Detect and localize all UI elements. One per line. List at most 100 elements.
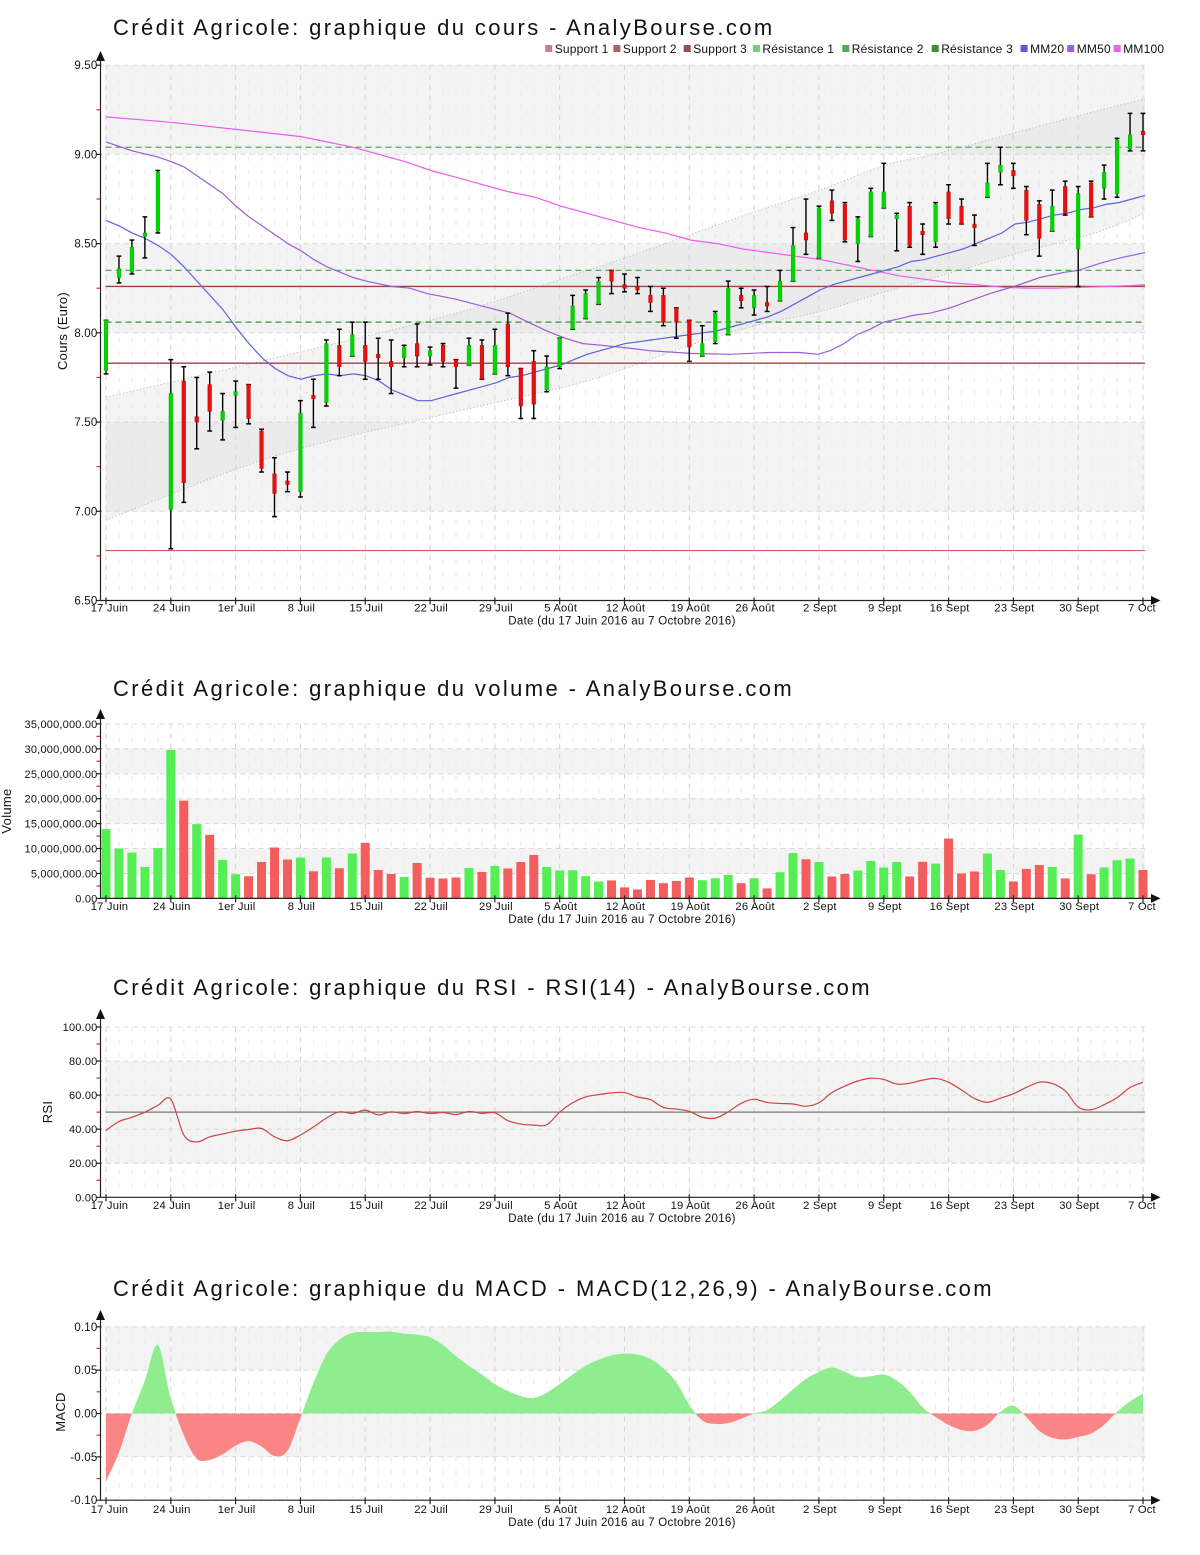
svg-text:26 Août: 26 Août [735,901,775,913]
svg-text:8 Juil: 8 Juil [288,901,315,913]
svg-text:26 Août: 26 Août [735,1200,775,1212]
svg-text:35,000,000.00: 35,000,000.00 [25,719,98,731]
svg-text:-0.10: -0.10 [70,1495,97,1507]
svg-text:RSI: RSI [40,1101,55,1124]
svg-text:Date (du 17 Juin 2016 au 7 Oct: Date (du 17 Juin 2016 au 7 Octobre 2016) [508,1517,735,1529]
svg-text:9 Sept: 9 Sept [868,1504,902,1516]
svg-text:16 Sept: 16 Sept [930,1504,971,1516]
svg-text:Crédit Agricole: graphique du: Crédit Agricole: graphique du cours - An… [113,15,775,40]
svg-text:7.00: 7.00 [74,506,97,518]
svg-text:9.00: 9.00 [74,149,97,161]
svg-text:16 Sept: 16 Sept [930,1200,971,1212]
svg-text:15 Juil: 15 Juil [349,603,383,615]
svg-text:Date (du 17 Juin 2016 au 7 Oct: Date (du 17 Juin 2016 au 7 Octobre 2016) [508,914,735,926]
svg-text:8.00: 8.00 [74,328,97,340]
svg-text:15 Juil: 15 Juil [349,1200,383,1212]
svg-text:Volume: Volume [0,788,14,833]
svg-text:0.10: 0.10 [74,1322,97,1334]
svg-text:9 Sept: 9 Sept [868,901,902,913]
svg-text:17 Juin: 17 Juin [91,901,128,913]
svg-text:5 Août: 5 Août [544,603,578,615]
svg-text:5 Août: 5 Août [544,1504,578,1516]
svg-text:20.00: 20.00 [69,1158,98,1170]
svg-text:24 Juin: 24 Juin [153,1200,190,1212]
svg-text:Support 1: Support 1 [555,42,609,56]
svg-text:9.50: 9.50 [74,60,97,72]
svg-text:7 Oct: 7 Oct [1128,1200,1156,1212]
svg-text:80.00: 80.00 [69,1056,98,1068]
svg-text:5 Août: 5 Août [544,1200,578,1212]
svg-text:0.05: 0.05 [74,1365,97,1377]
svg-text:22 Juil: 22 Juil [414,901,448,913]
svg-text:30 Sept: 30 Sept [1059,1200,1100,1212]
svg-text:2 Sept: 2 Sept [803,1504,837,1516]
svg-text:6.50: 6.50 [74,596,97,608]
svg-text:12 Août: 12 Août [606,1504,646,1516]
svg-text:23 Sept: 23 Sept [994,901,1035,913]
svg-text:Résistance 2: Résistance 2 [852,42,924,56]
svg-text:7.50: 7.50 [74,417,97,429]
svg-text:16 Sept: 16 Sept [930,901,971,913]
svg-text:60.00: 60.00 [69,1090,98,1102]
svg-text:15 Juil: 15 Juil [349,1504,383,1516]
svg-text:0.00: 0.00 [74,1409,97,1421]
svg-text:30 Sept: 30 Sept [1059,603,1100,615]
svg-text:29 Juil: 29 Juil [479,1504,513,1516]
svg-text:MM50: MM50 [1077,42,1111,56]
svg-text:2 Sept: 2 Sept [803,901,837,913]
svg-text:8 Juil: 8 Juil [288,603,315,615]
svg-text:23 Sept: 23 Sept [994,1200,1035,1212]
svg-text:25,000,000.00: 25,000,000.00 [25,769,98,781]
svg-text:22 Juil: 22 Juil [414,1504,448,1516]
svg-text:7 Oct: 7 Oct [1128,901,1156,913]
svg-text:8.50: 8.50 [74,239,97,251]
svg-text:22 Juil: 22 Juil [414,1200,448,1212]
svg-text:20,000,000.00: 20,000,000.00 [25,794,98,806]
svg-text:Crédit Agricole: graphique du: Crédit Agricole: graphique du MACD - MAC… [113,1276,994,1301]
svg-text:MACD: MACD [53,1392,68,1431]
svg-text:12 Août: 12 Août [606,603,646,615]
svg-text:Résistance 3: Résistance 3 [941,42,1013,56]
svg-text:Crédit Agricole: graphique du: Crédit Agricole: graphique du volume - A… [113,676,794,701]
svg-text:17 Juin: 17 Juin [91,603,128,615]
svg-text:MM20: MM20 [1030,42,1064,56]
svg-text:29 Juil: 29 Juil [479,603,513,615]
svg-text:23 Sept: 23 Sept [994,603,1035,615]
svg-text:10,000,000.00: 10,000,000.00 [25,844,98,856]
svg-text:30 Sept: 30 Sept [1059,1504,1100,1516]
svg-text:1er Juil: 1er Juil [218,603,256,615]
svg-text:Support 2: Support 2 [623,42,677,56]
svg-text:100.00: 100.00 [63,1022,98,1034]
svg-text:Cours (Euro): Cours (Euro) [55,292,70,370]
svg-text:19 Août: 19 Août [671,1504,711,1516]
svg-text:17 Juin: 17 Juin [91,1504,128,1516]
svg-text:1er Juil: 1er Juil [218,1504,256,1516]
svg-text:9 Sept: 9 Sept [868,1200,902,1212]
svg-text:24 Juin: 24 Juin [153,1504,190,1516]
svg-text:26 Août: 26 Août [735,1504,775,1516]
svg-text:24 Juin: 24 Juin [153,901,190,913]
svg-text:12 Août: 12 Août [606,1200,646,1212]
svg-text:5,000,000.00: 5,000,000.00 [31,869,98,881]
svg-text:17 Juin: 17 Juin [91,1200,128,1212]
svg-text:0.00: 0.00 [75,1192,97,1204]
svg-text:2 Sept: 2 Sept [803,1200,837,1212]
svg-text:-0.05: -0.05 [70,1452,97,1464]
svg-text:19 Août: 19 Août [671,1200,711,1212]
svg-text:7 Oct: 7 Oct [1128,603,1156,615]
svg-text:7 Oct: 7 Oct [1128,1504,1156,1516]
svg-text:29 Juil: 29 Juil [479,1200,513,1212]
svg-text:MM100: MM100 [1123,42,1164,56]
svg-text:19 Août: 19 Août [671,603,711,615]
svg-text:Résistance 1: Résistance 1 [762,42,834,56]
svg-text:Date (du 17 Juin 2016 au 7 Oct: Date (du 17 Juin 2016 au 7 Octobre 2016) [508,616,735,628]
svg-text:9 Sept: 9 Sept [868,603,902,615]
svg-text:5 Août: 5 Août [544,901,578,913]
svg-text:23 Sept: 23 Sept [994,1504,1035,1516]
svg-text:8 Juil: 8 Juil [288,1200,315,1212]
svg-text:12 Août: 12 Août [606,901,646,913]
svg-text:Date (du 17 Juin 2016 au 7 Oct: Date (du 17 Juin 2016 au 7 Octobre 2016) [508,1213,735,1225]
svg-text:16 Sept: 16 Sept [930,603,971,615]
svg-text:29 Juil: 29 Juil [479,901,513,913]
svg-text:26 Août: 26 Août [735,603,775,615]
